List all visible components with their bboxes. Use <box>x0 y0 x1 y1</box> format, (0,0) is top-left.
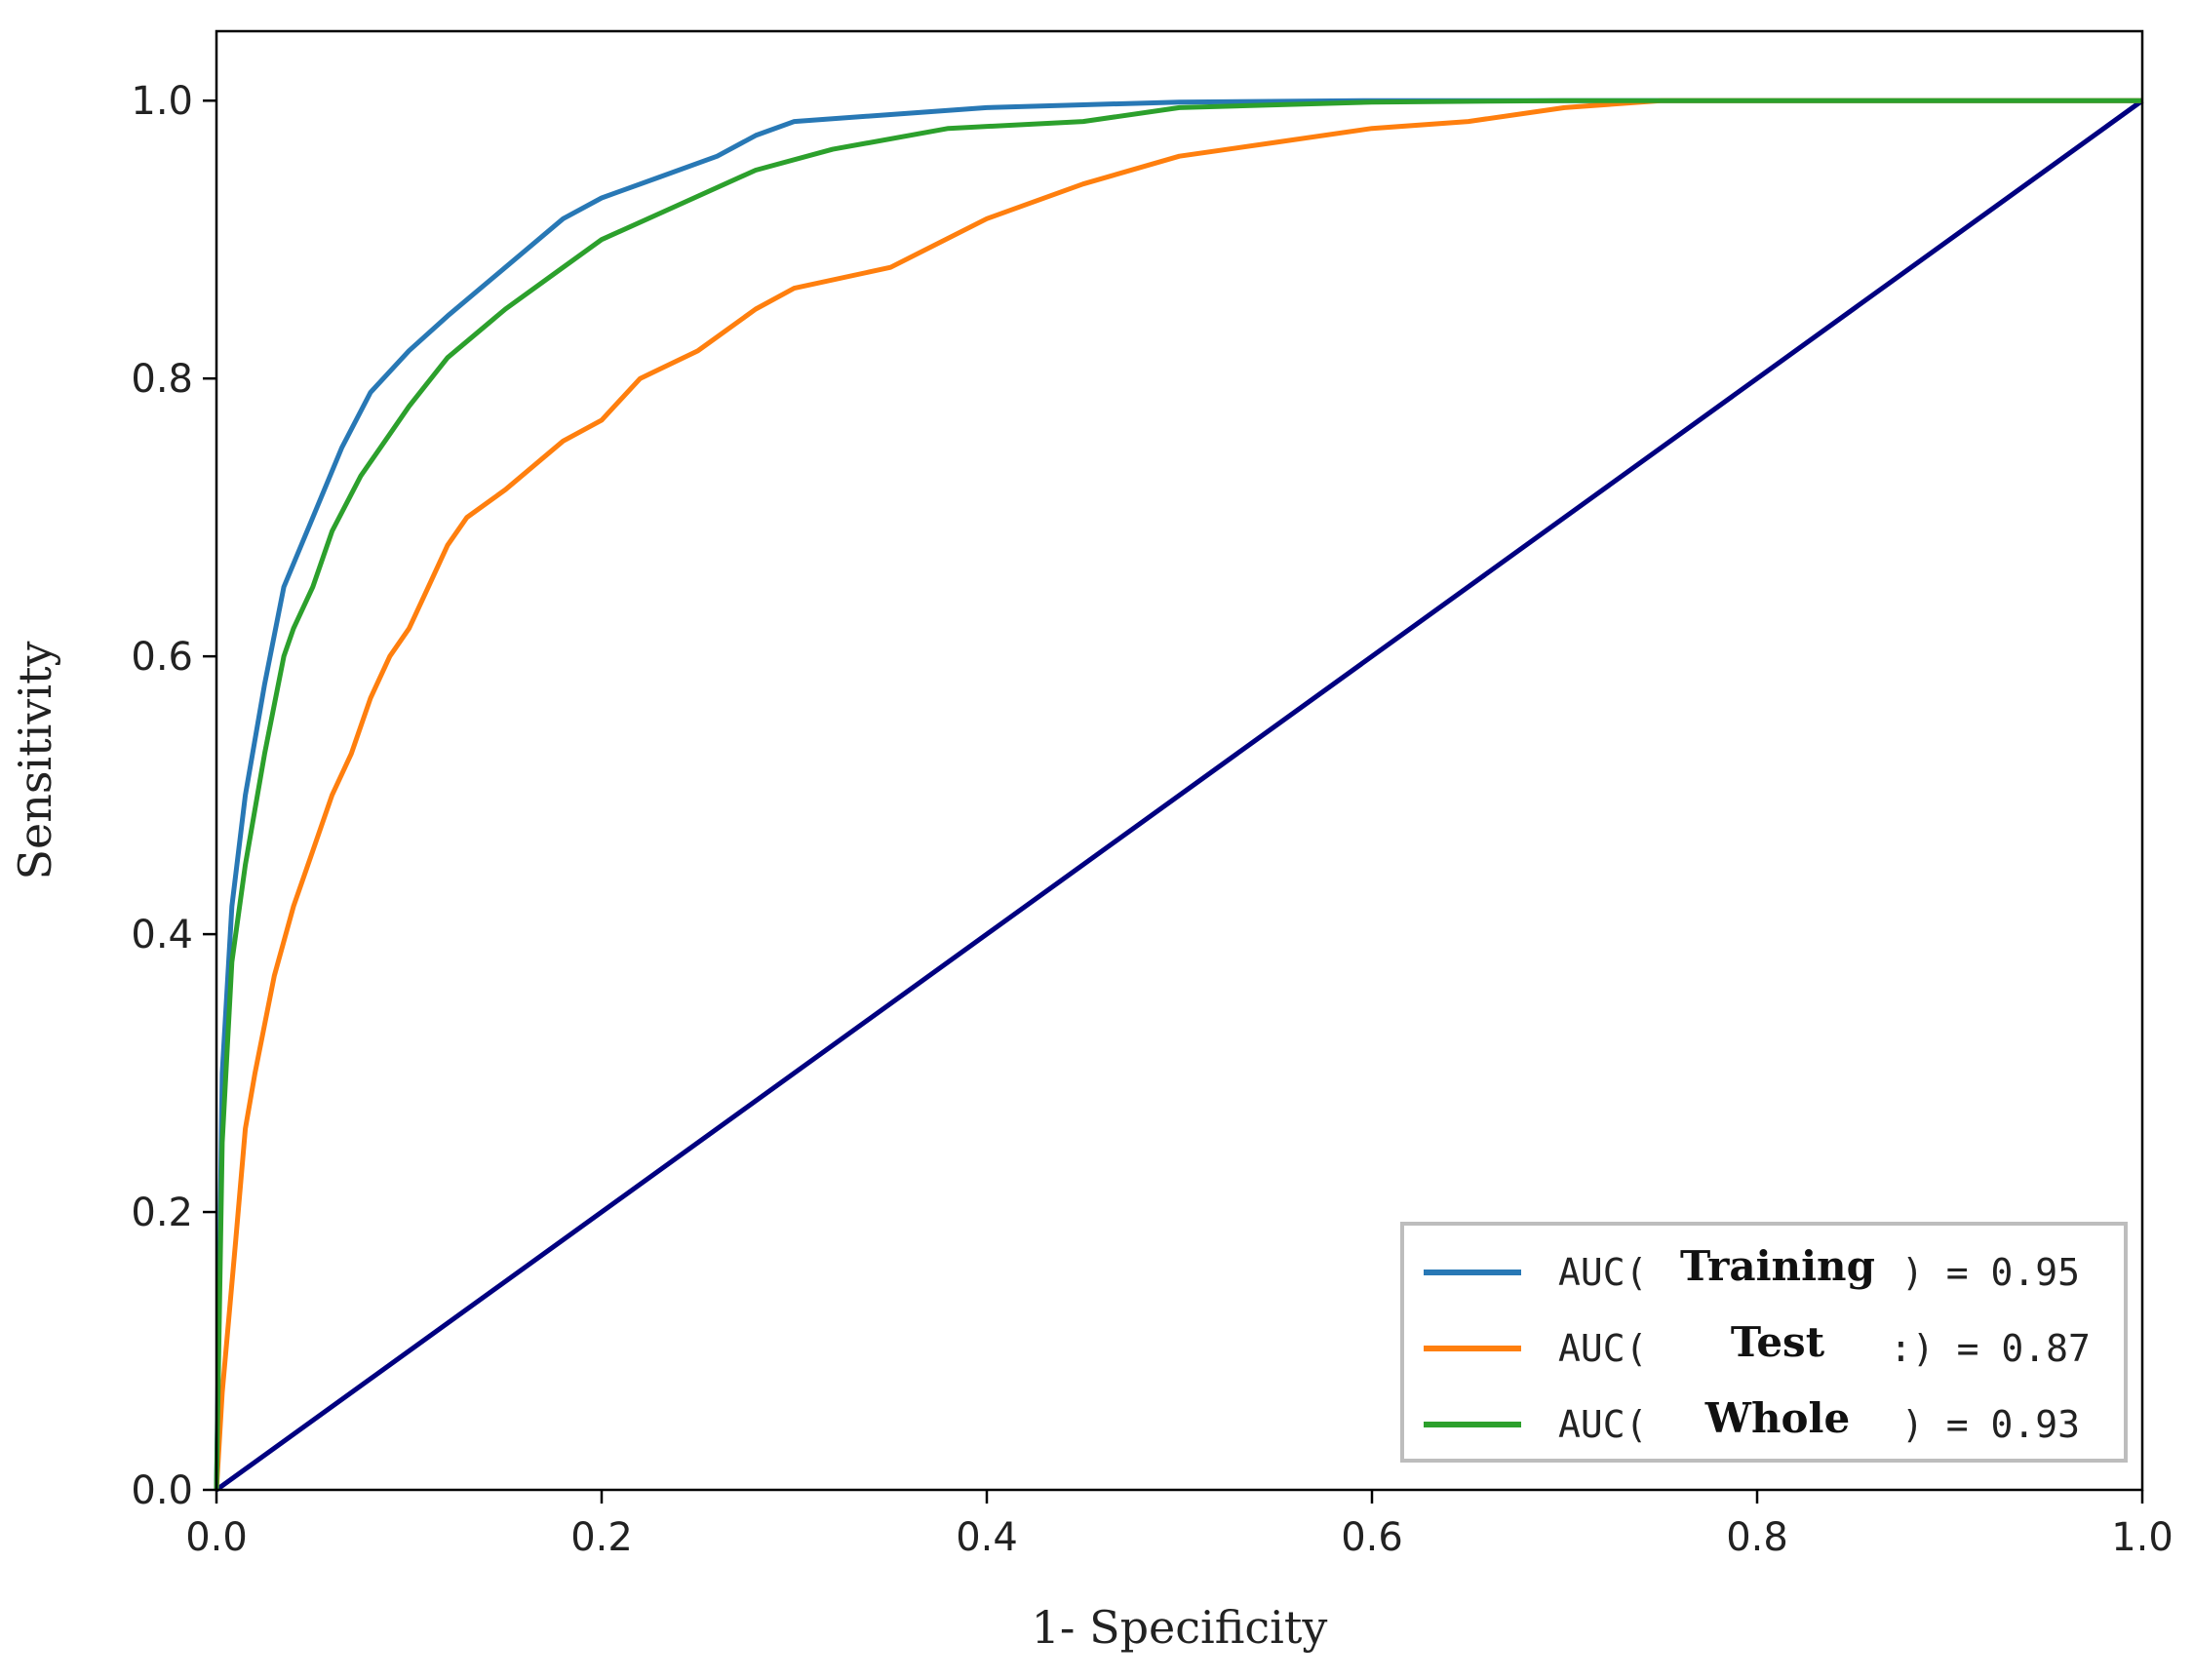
series-line-whole <box>214 98 2142 1491</box>
series-line-training <box>214 98 2142 1491</box>
x-axis-ticks: 0.0 0.2 0.4 0.6 0.8 1.0 <box>185 1490 2173 1560</box>
x-tick-label: 1.0 <box>2111 1515 2173 1560</box>
legend-name: Test <box>1731 1318 1825 1366</box>
legend-name: Training <box>1680 1242 1875 1290</box>
x-tick-label: 0.4 <box>956 1515 1018 1560</box>
legend-item-training: AUC( Training ) = 0.95 <box>1424 1242 2080 1294</box>
y-tick-label: 0.0 <box>131 1468 193 1513</box>
legend-prefix: AUC( <box>1558 1403 1648 1446</box>
y-axis-ticks: 0.0 0.2 0.4 0.6 0.8 1.0 <box>131 79 216 1513</box>
y-tick-label: 0.8 <box>131 357 193 402</box>
x-tick-label: 0.2 <box>570 1515 633 1560</box>
x-tick-label: 0.6 <box>1341 1515 1403 1560</box>
legend-item-test: AUC( Test :) = 0.87 <box>1424 1318 2091 1370</box>
x-tick-label: 0.8 <box>1726 1515 1788 1560</box>
y-tick-label: 0.2 <box>131 1191 193 1235</box>
legend-prefix: AUC( <box>1558 1327 1648 1370</box>
y-tick-label: 1.0 <box>131 79 193 124</box>
x-axis-title: 1- Specificity <box>1032 1601 1328 1654</box>
legend-suffix: :) = 0.87 <box>1890 1327 2091 1370</box>
legend-suffix: ) = 0.95 <box>1901 1251 2080 1294</box>
legend-item-whole: AUC( Whole ) = 0.93 <box>1424 1394 2080 1446</box>
series-line-reference <box>215 98 2144 1493</box>
x-tick-label: 0.0 <box>185 1515 248 1560</box>
y-tick-label: 0.4 <box>131 913 193 957</box>
plot-frame <box>215 29 2144 1492</box>
series-line-test <box>214 98 2142 1491</box>
legend-prefix: AUC( <box>1558 1251 1648 1294</box>
y-tick-label: 0.6 <box>131 635 193 680</box>
series-layer <box>214 98 2144 1493</box>
legend-name: Whole <box>1704 1394 1850 1442</box>
legend-suffix: ) = 0.93 <box>1901 1403 2080 1446</box>
y-axis-title: Sensitivity <box>9 641 61 879</box>
legend-box <box>1400 1222 2128 1463</box>
